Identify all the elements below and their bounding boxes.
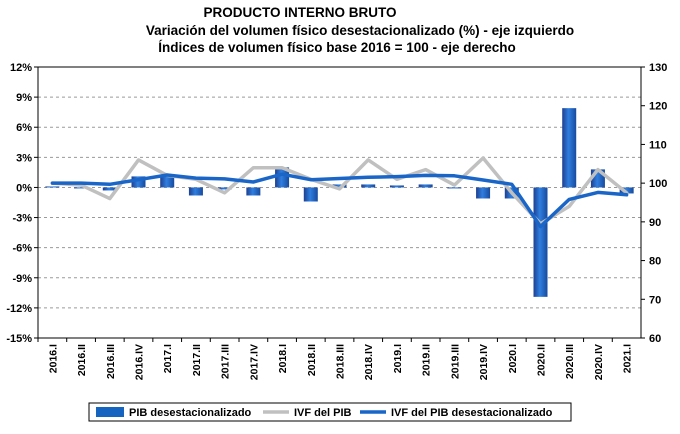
bar-2017.I	[160, 175, 175, 188]
bar-2017.II	[188, 187, 203, 196]
legend-label-ivf-desest: IVF del PIB desestacionalizado	[391, 407, 553, 419]
left-tick-label: -15%	[6, 333, 32, 345]
right-tick-label: 90	[649, 217, 661, 229]
bar-2019.II	[418, 184, 433, 188]
x-tick-label: 2019.I	[392, 344, 404, 373]
bar-2016.II	[74, 187, 89, 189]
x-tick-label: 2019.IV	[478, 344, 490, 380]
x-tick-label: 2016.I	[47, 344, 59, 373]
bar-series-pib	[45, 108, 634, 297]
plot-area-frame	[37, 66, 642, 339]
right-axis: 130 120 110 100 90 80 70 60	[641, 62, 667, 345]
chart-subtitle-2: Índices de volumen físico base 2016 = 10…	[158, 40, 516, 55]
x-tick-label: 2016.IV	[134, 344, 146, 380]
x-tick-label: 2020.IV	[593, 344, 605, 380]
line-ivf-pib-desestacionalizado	[50, 172, 629, 229]
x-tick-label: 2016.II	[76, 344, 88, 376]
bar-2020.III	[562, 108, 577, 188]
right-tick-label: 130	[649, 62, 667, 74]
bar-2017.III	[217, 187, 232, 190]
x-tick-label: 2018.II	[306, 344, 318, 376]
bar-2018.II	[303, 187, 318, 202]
chart-subtitle-1: Variación del volumen físico desestacion…	[146, 23, 574, 38]
x-tick-label: 2017.II	[191, 344, 203, 376]
legend-box	[88, 402, 572, 422]
x-tick-label: 2018.I	[277, 344, 289, 373]
chart-title: PRODUCTO INTERNO BRUTO	[203, 5, 396, 20]
legend-item-ivf-pib-desestacionalizado: IVF del PIB desestacionalizado	[360, 407, 553, 419]
right-tick-label: 60	[649, 333, 661, 345]
right-tick-label: 80	[649, 256, 661, 268]
right-tick-label: 110	[649, 139, 667, 151]
right-tick-label: 120	[649, 101, 667, 113]
bar-2016.IV	[131, 176, 146, 188]
x-tick-label: 2020.III	[564, 344, 576, 379]
x-tick-label: 2017.III	[220, 344, 232, 379]
x-tick-label: 2018.III	[335, 344, 347, 379]
bar-2018.IV	[361, 184, 376, 188]
bar-2021.I	[619, 187, 634, 194]
bar-2019.III	[447, 187, 462, 189]
bar-2018.III	[332, 184, 347, 188]
left-tick-label: -9%	[12, 273, 32, 285]
left-tick-label: -6%	[12, 243, 32, 255]
bar-2020.II	[533, 187, 548, 297]
left-tick-label: 3%	[16, 152, 32, 164]
right-tick-label: 70	[649, 294, 661, 306]
bar-2016.I	[45, 186, 60, 188]
legend-label-ivf: IVF del PIB	[294, 407, 352, 419]
x-tick-label: 2017.IV	[248, 344, 260, 380]
x-axis: 2016.I 2016.II 2016.III 2016.IV 2017.I 2017.I…	[37, 338, 634, 380]
legend-item-ivf-pib: IVF del PIB	[263, 407, 352, 419]
left-axis: 12% 9% 6% 3% 0% -3% -6% -9% -12% -15%	[6, 62, 38, 345]
left-tick-label: 12%	[10, 62, 32, 74]
x-tick-label: 2019.III	[449, 344, 461, 379]
left-tick-label: -3%	[12, 213, 32, 225]
legend-swatch-bar	[96, 407, 124, 417]
left-tick-label: 0%	[16, 182, 32, 194]
x-tick-label: 2016.III	[105, 344, 117, 379]
bar-2016.III	[102, 187, 117, 191]
left-tick-label: 9%	[16, 92, 32, 104]
legend-item-pib-desestacionalizado: PIB desestacionalizado	[96, 407, 252, 419]
x-tick-label: 2020.II	[536, 344, 548, 376]
bar-2019.I	[389, 185, 404, 188]
x-tick-label: 2020.I	[507, 344, 519, 373]
left-tick-label: -12%	[6, 303, 32, 315]
line-series	[50, 156, 629, 229]
right-tick-label: 100	[649, 178, 667, 190]
x-tick-label: 2017.I	[162, 344, 174, 373]
x-tick-label: 2018.IV	[363, 344, 375, 380]
x-tick-label: 2019.II	[421, 344, 433, 376]
bar-2019.IV	[476, 187, 491, 199]
bar-2018.I	[275, 167, 290, 188]
bar-2017.IV	[246, 187, 261, 196]
left-tick-label: 6%	[16, 122, 32, 134]
legend-label-pib: PIB desestacionalizado	[129, 407, 252, 419]
x-tick-label: 2021.I	[622, 344, 634, 373]
